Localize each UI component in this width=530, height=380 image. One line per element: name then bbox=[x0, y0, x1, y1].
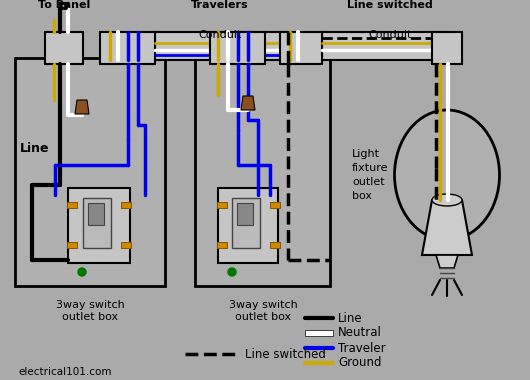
Bar bbox=[210, 32, 265, 64]
Circle shape bbox=[78, 268, 86, 276]
Bar bbox=[270, 202, 280, 208]
Text: Line: Line bbox=[338, 312, 363, 325]
Bar bbox=[217, 202, 227, 208]
Circle shape bbox=[228, 268, 236, 276]
Bar bbox=[237, 203, 253, 225]
Ellipse shape bbox=[394, 110, 499, 240]
Text: Light
fixture
outlet
box: Light fixture outlet box bbox=[352, 149, 388, 201]
Bar bbox=[232, 198, 260, 248]
Text: Line switched: Line switched bbox=[245, 347, 326, 361]
Bar bbox=[88, 203, 104, 225]
Bar bbox=[15, 58, 165, 286]
Bar bbox=[83, 198, 111, 248]
Text: electrical101.com: electrical101.com bbox=[18, 367, 111, 377]
Bar bbox=[432, 32, 462, 64]
Bar bbox=[155, 32, 285, 60]
Polygon shape bbox=[436, 255, 458, 268]
Bar bbox=[270, 242, 280, 248]
Bar bbox=[218, 188, 278, 263]
Text: Travelers: Travelers bbox=[191, 0, 249, 10]
Polygon shape bbox=[422, 200, 472, 255]
Text: 3way switch
outlet box: 3way switch outlet box bbox=[56, 300, 125, 321]
Bar bbox=[217, 242, 227, 248]
Text: Conduit: Conduit bbox=[198, 30, 242, 40]
Ellipse shape bbox=[432, 194, 462, 206]
Bar bbox=[67, 202, 77, 208]
Text: Traveler: Traveler bbox=[338, 342, 386, 355]
Bar bbox=[67, 242, 77, 248]
Text: To Panel: To Panel bbox=[38, 0, 90, 10]
Bar bbox=[195, 58, 330, 286]
Text: 3way switch
outlet box: 3way switch outlet box bbox=[228, 300, 297, 321]
Text: Conduit: Conduit bbox=[368, 30, 412, 40]
Bar bbox=[305, 330, 333, 336]
Text: Neutral: Neutral bbox=[338, 326, 382, 339]
Text: Line switched: Line switched bbox=[347, 0, 433, 10]
Bar bbox=[121, 242, 131, 248]
Bar bbox=[121, 202, 131, 208]
Polygon shape bbox=[75, 100, 89, 114]
Bar bbox=[45, 32, 83, 64]
Bar bbox=[280, 32, 322, 64]
Text: Line: Line bbox=[20, 141, 49, 155]
Bar bbox=[100, 32, 155, 64]
Polygon shape bbox=[241, 96, 255, 110]
Text: Ground: Ground bbox=[338, 356, 382, 369]
Bar bbox=[322, 32, 447, 60]
Bar bbox=[68, 188, 130, 263]
